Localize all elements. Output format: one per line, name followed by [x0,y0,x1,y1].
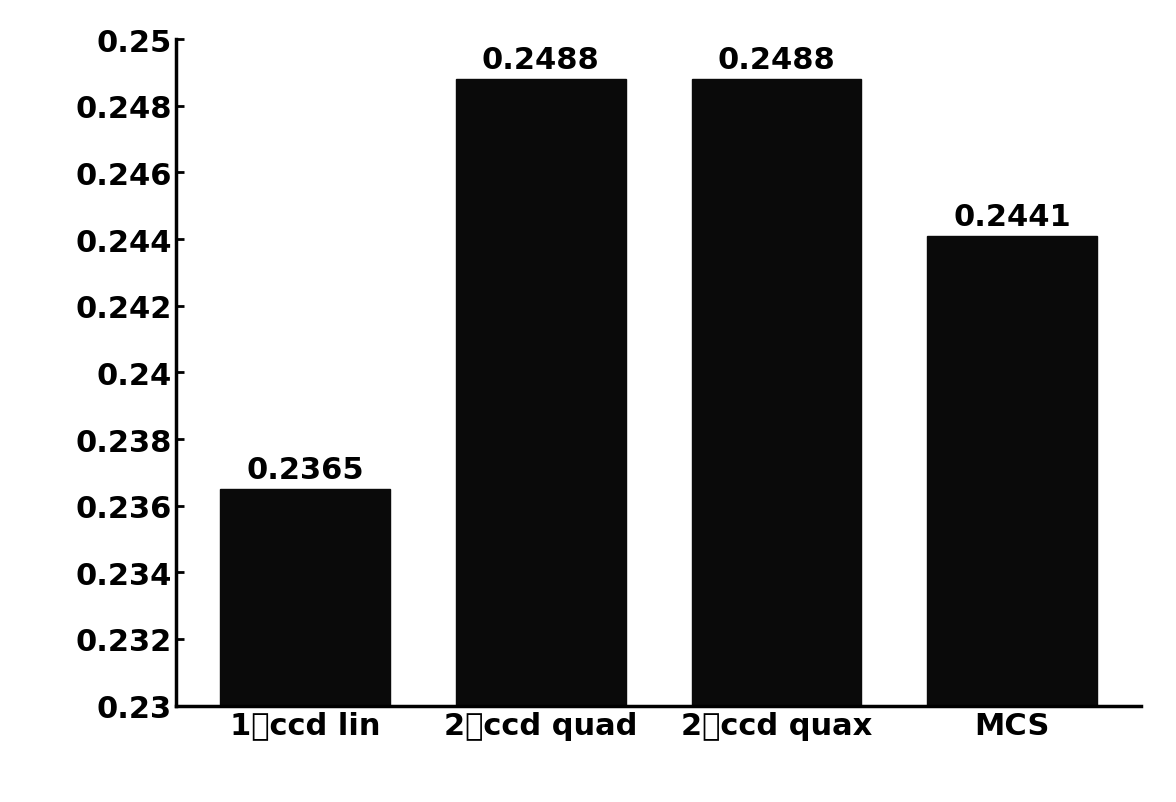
Text: 0.2441: 0.2441 [954,203,1071,232]
Text: 0.2488: 0.2488 [482,46,600,75]
Text: 0.2488: 0.2488 [717,46,835,75]
Bar [220,489,390,802]
Bar [456,80,626,802]
Bar [691,80,861,802]
Text: 0.2365: 0.2365 [246,456,363,484]
Bar [927,237,1097,802]
